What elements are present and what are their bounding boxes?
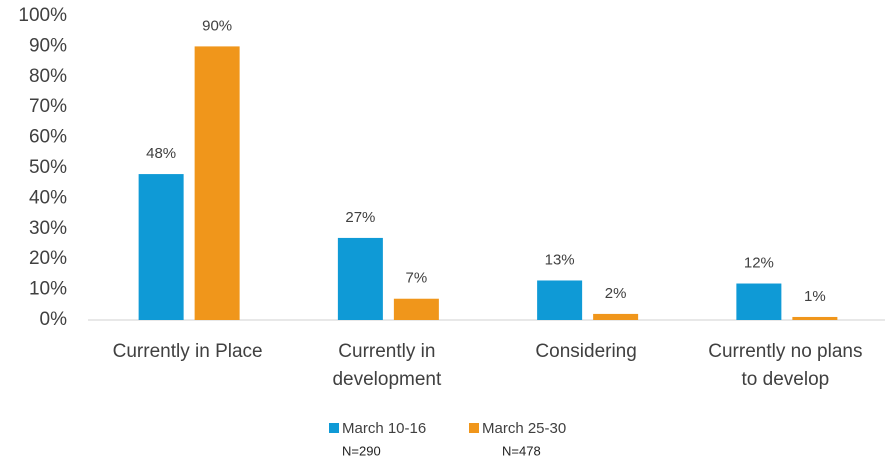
y-tick-label: 50% — [29, 157, 67, 178]
bar — [393, 298, 439, 320]
value-label: 48% — [146, 145, 176, 162]
x-tick-label: Currently no plans — [708, 341, 862, 362]
value-label: 12% — [744, 254, 774, 271]
y-tick-label: 80% — [29, 66, 67, 87]
legend-swatch — [469, 423, 479, 433]
y-tick-label: 60% — [29, 127, 67, 148]
y-tick-label: 100% — [18, 5, 67, 26]
x-tick-label: development — [332, 369, 442, 390]
value-label: 7% — [406, 270, 428, 287]
value-label: 1% — [804, 288, 826, 305]
y-tick-label: 90% — [29, 35, 67, 56]
value-label: 13% — [545, 251, 575, 268]
y-tick-label: 20% — [29, 248, 67, 269]
legend-sample: N=290 — [342, 443, 381, 458]
x-tick-label: Currently in Place — [113, 341, 263, 362]
value-label: 27% — [345, 209, 375, 226]
x-tick-label: Considering — [535, 341, 636, 362]
legend-label: March 25-30 — [482, 420, 566, 437]
x-tick-label: to develop — [742, 369, 830, 390]
y-tick-label: 10% — [29, 279, 67, 300]
legend-sample: N=478 — [502, 443, 541, 458]
value-label: 90% — [202, 17, 232, 34]
y-tick-label: 30% — [29, 218, 67, 239]
legend-swatch — [329, 423, 339, 433]
bar — [194, 46, 240, 321]
x-tick-label: Currently in — [338, 341, 435, 362]
legend-label: March 10-16 — [342, 420, 426, 437]
bar — [593, 313, 639, 320]
y-tick-label: 70% — [29, 96, 67, 117]
bar — [736, 283, 782, 320]
bar — [138, 174, 184, 320]
y-tick-label: 40% — [29, 187, 67, 208]
bar — [337, 237, 383, 320]
bar — [792, 316, 838, 320]
y-tick-label: 0% — [40, 309, 68, 330]
value-label: 2% — [605, 285, 627, 302]
bar — [537, 280, 583, 320]
